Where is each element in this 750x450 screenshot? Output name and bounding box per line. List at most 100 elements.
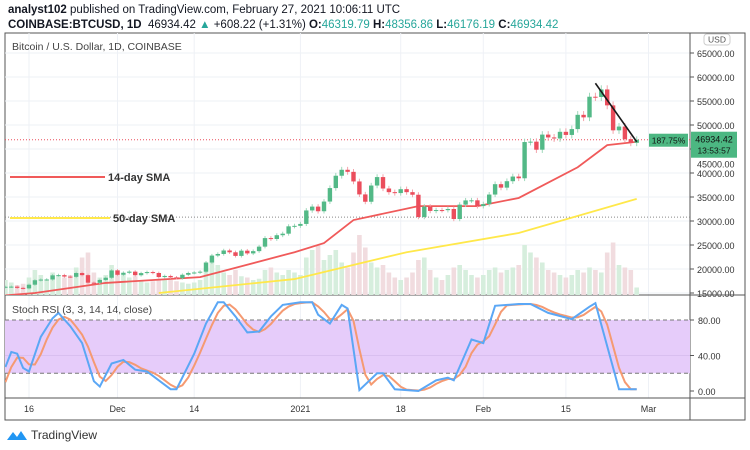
candle bbox=[298, 223, 303, 226]
candle bbox=[103, 277, 108, 280]
candle bbox=[445, 209, 451, 211]
candle bbox=[38, 279, 43, 281]
candle bbox=[121, 272, 126, 275]
candle bbox=[534, 141, 539, 150]
volume-bar bbox=[504, 270, 510, 295]
volume-bar bbox=[522, 245, 527, 295]
stoch-tick-label: 0.00 bbox=[698, 387, 716, 397]
volume-bar bbox=[56, 276, 61, 295]
candle bbox=[32, 280, 38, 285]
volume-bar bbox=[121, 275, 126, 295]
volume-bar bbox=[150, 281, 156, 295]
volume-bar bbox=[593, 270, 598, 295]
volume-bar bbox=[127, 277, 132, 295]
volume-bar bbox=[14, 285, 20, 295]
volume-bar bbox=[62, 277, 67, 295]
volume-bar bbox=[587, 267, 592, 295]
volume-bar bbox=[557, 275, 563, 295]
candle bbox=[487, 194, 492, 205]
volume-bar bbox=[368, 262, 374, 295]
volume-bar bbox=[221, 272, 226, 295]
candle bbox=[593, 96, 598, 98]
candle bbox=[9, 286, 14, 288]
candle bbox=[540, 134, 545, 150]
candle bbox=[180, 274, 185, 279]
candle bbox=[575, 114, 580, 130]
volume-bar bbox=[138, 280, 144, 295]
candle bbox=[15, 286, 20, 288]
volume-bar bbox=[481, 275, 486, 295]
last-price-label: 46934.42 bbox=[695, 135, 733, 145]
time-tick-label: 14 bbox=[189, 404, 199, 414]
volume-bar bbox=[351, 252, 356, 295]
candle bbox=[79, 273, 85, 276]
candle bbox=[251, 251, 256, 254]
volume-bar bbox=[475, 277, 480, 295]
volume-bar bbox=[109, 265, 114, 295]
candle bbox=[5, 286, 8, 288]
volume-bar bbox=[68, 275, 73, 295]
candle bbox=[197, 271, 203, 273]
volume-bar bbox=[398, 280, 403, 295]
volume-bar bbox=[463, 270, 468, 295]
volume-bar bbox=[174, 281, 179, 295]
volume-bar bbox=[9, 282, 14, 295]
low-label: L: bbox=[436, 19, 448, 31]
candle bbox=[569, 129, 574, 135]
low-value: 46176.19 bbox=[447, 19, 496, 31]
percent-badge bbox=[649, 133, 688, 147]
volume-bar bbox=[510, 267, 516, 295]
candle bbox=[327, 188, 333, 202]
last-price: 46934.42 bbox=[147, 19, 196, 31]
volume-bar bbox=[628, 270, 634, 295]
candle bbox=[239, 250, 244, 256]
volume-bar bbox=[380, 265, 386, 295]
open-value: 46319.79 bbox=[321, 19, 370, 31]
last-price-badge bbox=[691, 131, 737, 158]
percent-badge-text: 187.75% bbox=[652, 136, 686, 146]
candle bbox=[256, 246, 262, 252]
volume-bar bbox=[374, 267, 380, 295]
candle bbox=[622, 126, 628, 140]
candle bbox=[587, 96, 592, 118]
volume-bar bbox=[180, 282, 185, 295]
volume-bar bbox=[85, 252, 91, 295]
candle bbox=[581, 114, 586, 118]
candle bbox=[386, 188, 392, 193]
candle bbox=[292, 225, 297, 227]
volume-bar bbox=[469, 275, 474, 295]
candle bbox=[433, 210, 439, 212]
candle bbox=[416, 194, 421, 218]
candle bbox=[262, 238, 268, 247]
volume-bar bbox=[38, 275, 44, 295]
candle bbox=[209, 255, 215, 263]
tradingview-logo[interactable]: TradingView bbox=[6, 428, 97, 442]
main-pane bbox=[5, 82, 690, 295]
close-label: C: bbox=[498, 19, 511, 31]
candle bbox=[410, 192, 415, 195]
volume-bar bbox=[634, 287, 639, 295]
candle bbox=[168, 275, 173, 278]
candle bbox=[498, 184, 504, 188]
candle bbox=[156, 272, 161, 278]
volume-bar bbox=[203, 267, 209, 295]
trendline bbox=[594, 82, 638, 143]
candle bbox=[363, 194, 368, 202]
open-label: O: bbox=[308, 19, 322, 31]
countdown-label: 13:53:57 bbox=[697, 146, 730, 156]
candle bbox=[162, 275, 167, 278]
candle bbox=[315, 206, 321, 212]
candle bbox=[245, 250, 250, 254]
volume-bar bbox=[215, 265, 221, 295]
candle bbox=[457, 204, 462, 220]
price-tick-label: 30000.00 bbox=[697, 217, 735, 227]
candle bbox=[610, 105, 616, 131]
volume-bar bbox=[345, 267, 350, 295]
volume-bar bbox=[569, 275, 575, 295]
volume-bar bbox=[610, 242, 616, 295]
volume-bar bbox=[410, 272, 415, 295]
volume-bar bbox=[103, 275, 108, 295]
candle bbox=[422, 206, 427, 218]
time-tick-label: 18 bbox=[396, 404, 406, 414]
